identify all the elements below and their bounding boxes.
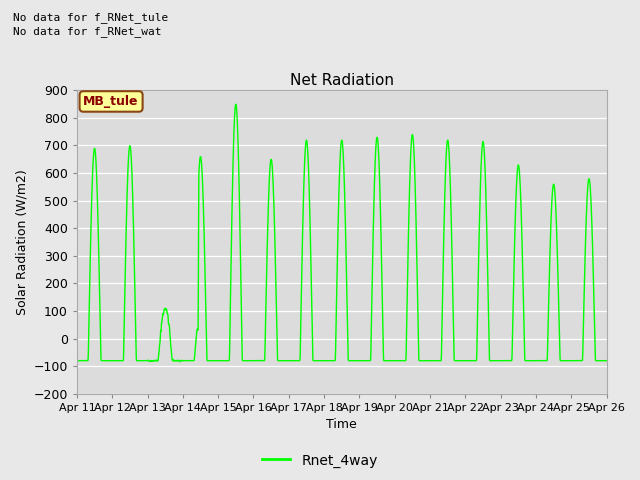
Y-axis label: Solar Radiation (W/m2): Solar Radiation (W/m2)	[15, 169, 28, 315]
Title: Net Radiation: Net Radiation	[290, 72, 394, 87]
Text: MB_tule: MB_tule	[83, 95, 139, 108]
X-axis label: Time: Time	[326, 419, 357, 432]
Text: No data for f_RNet_wat: No data for f_RNet_wat	[13, 26, 161, 37]
Legend: Rnet_4way: Rnet_4way	[257, 448, 383, 473]
Text: No data for f_RNet_tule: No data for f_RNet_tule	[13, 12, 168, 23]
